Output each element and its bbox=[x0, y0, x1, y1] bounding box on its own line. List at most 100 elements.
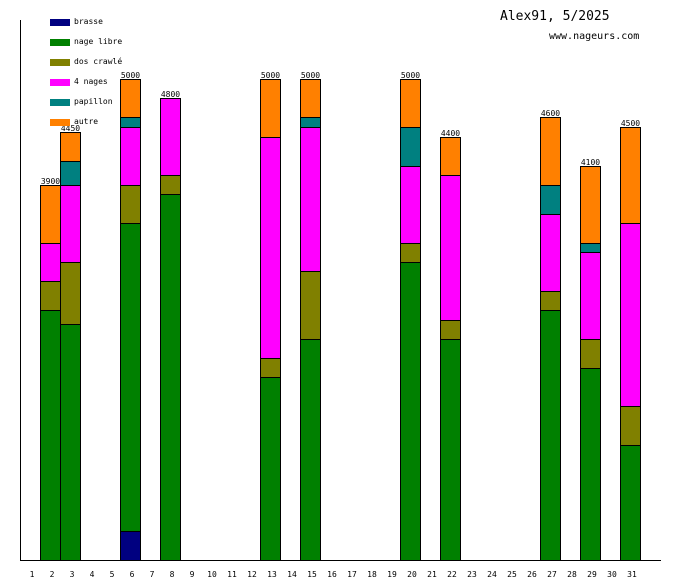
x-tick-label: 6 bbox=[130, 570, 135, 579]
x-tick-label: 2 bbox=[50, 570, 55, 579]
bar-segment-papillon-day-6 bbox=[120, 117, 141, 128]
legend-swatch bbox=[50, 79, 70, 86]
bar-segment-papillon-day-27 bbox=[540, 185, 561, 215]
bar-segment-dos-crawlé-day-29 bbox=[580, 339, 601, 369]
x-tick-label: 27 bbox=[547, 570, 557, 579]
bar-segment-papillon-day-29 bbox=[580, 243, 601, 253]
bar-segment-autre-day-6 bbox=[120, 79, 141, 118]
total-labels-group: 3900 4450 5000 4800 5000 5000 5000 4400 4600 4100… bbox=[41, 71, 640, 186]
legend-label: dos crawlé bbox=[74, 57, 123, 66]
bar-segment-dos-crawlé-day-3 bbox=[60, 262, 81, 325]
x-tick-label: 26 bbox=[527, 570, 537, 579]
total-label-day-22: 4400 bbox=[441, 129, 460, 138]
total-label-day-15: 5000 bbox=[301, 71, 320, 80]
bar-segment-4-nages-day-31 bbox=[620, 223, 641, 407]
bars-group bbox=[40, 79, 641, 561]
x-tick-label: 10 bbox=[207, 570, 217, 579]
bar-segment-4-nages-day-27 bbox=[540, 214, 561, 292]
bar-segment-dos-crawlé-day-8 bbox=[160, 175, 181, 195]
bar-segment-autre-day-29 bbox=[580, 166, 601, 244]
bar-segment-papillon-day-15 bbox=[300, 117, 321, 128]
bar-segment-autre-day-13 bbox=[260, 79, 281, 138]
x-tick-label: 15 bbox=[307, 570, 317, 579]
bar-segment-dos-crawlé-day-20 bbox=[400, 243, 421, 263]
total-label-day-2: 3900 bbox=[41, 177, 60, 186]
x-tick-label: 20 bbox=[407, 570, 417, 579]
x-tick-label: 19 bbox=[387, 570, 397, 579]
bar-segment-nage-libre-day-27 bbox=[540, 310, 561, 561]
x-tick-label: 11 bbox=[227, 570, 237, 579]
x-tick-label: 4 bbox=[90, 570, 95, 579]
bar-segment-nage-libre-day-20 bbox=[400, 262, 421, 561]
bar-segment-4-nages-day-20 bbox=[400, 166, 421, 244]
x-tick-label: 30 bbox=[607, 570, 617, 579]
bar-segment-4-nages-day-13 bbox=[260, 137, 281, 359]
bar-segment-nage-libre-day-15 bbox=[300, 339, 321, 561]
x-tick-label: 24 bbox=[487, 570, 497, 579]
x-tick-label: 7 bbox=[150, 570, 155, 579]
bar-segment-papillon-day-20 bbox=[400, 127, 421, 167]
x-tick-label: 12 bbox=[247, 570, 257, 579]
bar-segment-dos-crawlé-day-15 bbox=[300, 271, 321, 340]
x-tick-label: 25 bbox=[507, 570, 517, 579]
bar-segment-autre-day-27 bbox=[540, 117, 561, 186]
legend-swatch bbox=[50, 119, 70, 126]
bar-segment-dos-crawlé-day-31 bbox=[620, 406, 641, 446]
bar-segment-autre-day-15 bbox=[300, 79, 321, 118]
total-label-day-3: 4450 bbox=[61, 124, 80, 133]
bar-segment-4-nages-day-3 bbox=[60, 185, 81, 263]
x-tick-label: 29 bbox=[587, 570, 597, 579]
bar-segment-nage-libre-day-3 bbox=[60, 324, 81, 561]
bar-segment-dos-crawlé-day-6 bbox=[120, 185, 141, 224]
x-tick-label: 13 bbox=[267, 570, 277, 579]
bar-segment-nage-libre-day-6 bbox=[120, 223, 141, 532]
bar-segment-4-nages-day-6 bbox=[120, 127, 141, 186]
x-tick-label: 22 bbox=[447, 570, 457, 579]
x-tick-label: 23 bbox=[467, 570, 477, 579]
bar-segment-4-nages-day-2 bbox=[40, 243, 61, 282]
total-label-day-6: 5000 bbox=[121, 71, 140, 80]
x-tick-label: 1 bbox=[30, 570, 35, 579]
x-tick-label: 14 bbox=[287, 570, 297, 579]
x-tick-label: 3 bbox=[70, 570, 75, 579]
legend-label: nage libre bbox=[74, 37, 123, 46]
bar-segment-brasse-day-6 bbox=[120, 531, 141, 561]
x-tick-label: 21 bbox=[427, 570, 437, 579]
legend-swatch bbox=[50, 19, 70, 26]
bar-segment-dos-crawlé-day-13 bbox=[260, 358, 281, 378]
bar-segment-nage-libre-day-31 bbox=[620, 445, 641, 561]
legend-swatch bbox=[50, 39, 70, 46]
bar-segment-4-nages-day-22 bbox=[440, 175, 461, 321]
bar-segment-dos-crawlé-day-27 bbox=[540, 291, 561, 311]
bar-segment-4-nages-day-8 bbox=[160, 98, 181, 176]
bar-segment-autre-day-2 bbox=[40, 185, 61, 244]
bar-segment-autre-day-3 bbox=[60, 132, 81, 162]
x-tick-label: 5 bbox=[110, 570, 115, 579]
legend-label: brasse bbox=[74, 17, 103, 26]
bar-segment-autre-day-22 bbox=[440, 137, 461, 176]
total-label-day-29: 4100 bbox=[581, 158, 600, 167]
chart-title: Alex91, 5/2025 bbox=[500, 9, 610, 24]
bar-segment-nage-libre-day-8 bbox=[160, 194, 181, 561]
legend-label: 4 nages bbox=[74, 77, 108, 86]
bar-segment-dos-crawlé-day-2 bbox=[40, 281, 61, 311]
bar-segment-papillon-day-3 bbox=[60, 161, 81, 186]
x-tick-label: 9 bbox=[190, 570, 195, 579]
legend-swatch bbox=[50, 59, 70, 66]
x-tick-label: 17 bbox=[347, 570, 357, 579]
x-tick-label: 16 bbox=[327, 570, 337, 579]
bar-segment-autre-day-20 bbox=[400, 79, 421, 128]
bar-segment-nage-libre-day-2 bbox=[40, 310, 61, 561]
bar-segment-autre-day-31 bbox=[620, 127, 641, 224]
bar-segment-nage-libre-day-29 bbox=[580, 368, 601, 561]
legend-swatch bbox=[50, 99, 70, 106]
legend-label: papillon bbox=[74, 97, 113, 106]
total-label-day-13: 5000 bbox=[261, 71, 280, 80]
bar-segment-4-nages-day-15 bbox=[300, 127, 321, 272]
total-label-day-20: 5000 bbox=[401, 71, 420, 80]
bar-segment-nage-libre-day-22 bbox=[440, 339, 461, 561]
bar-segment-4-nages-day-29 bbox=[580, 252, 601, 340]
x-tick-label: 8 bbox=[170, 570, 175, 579]
x-tick-label: 31 bbox=[627, 570, 637, 579]
